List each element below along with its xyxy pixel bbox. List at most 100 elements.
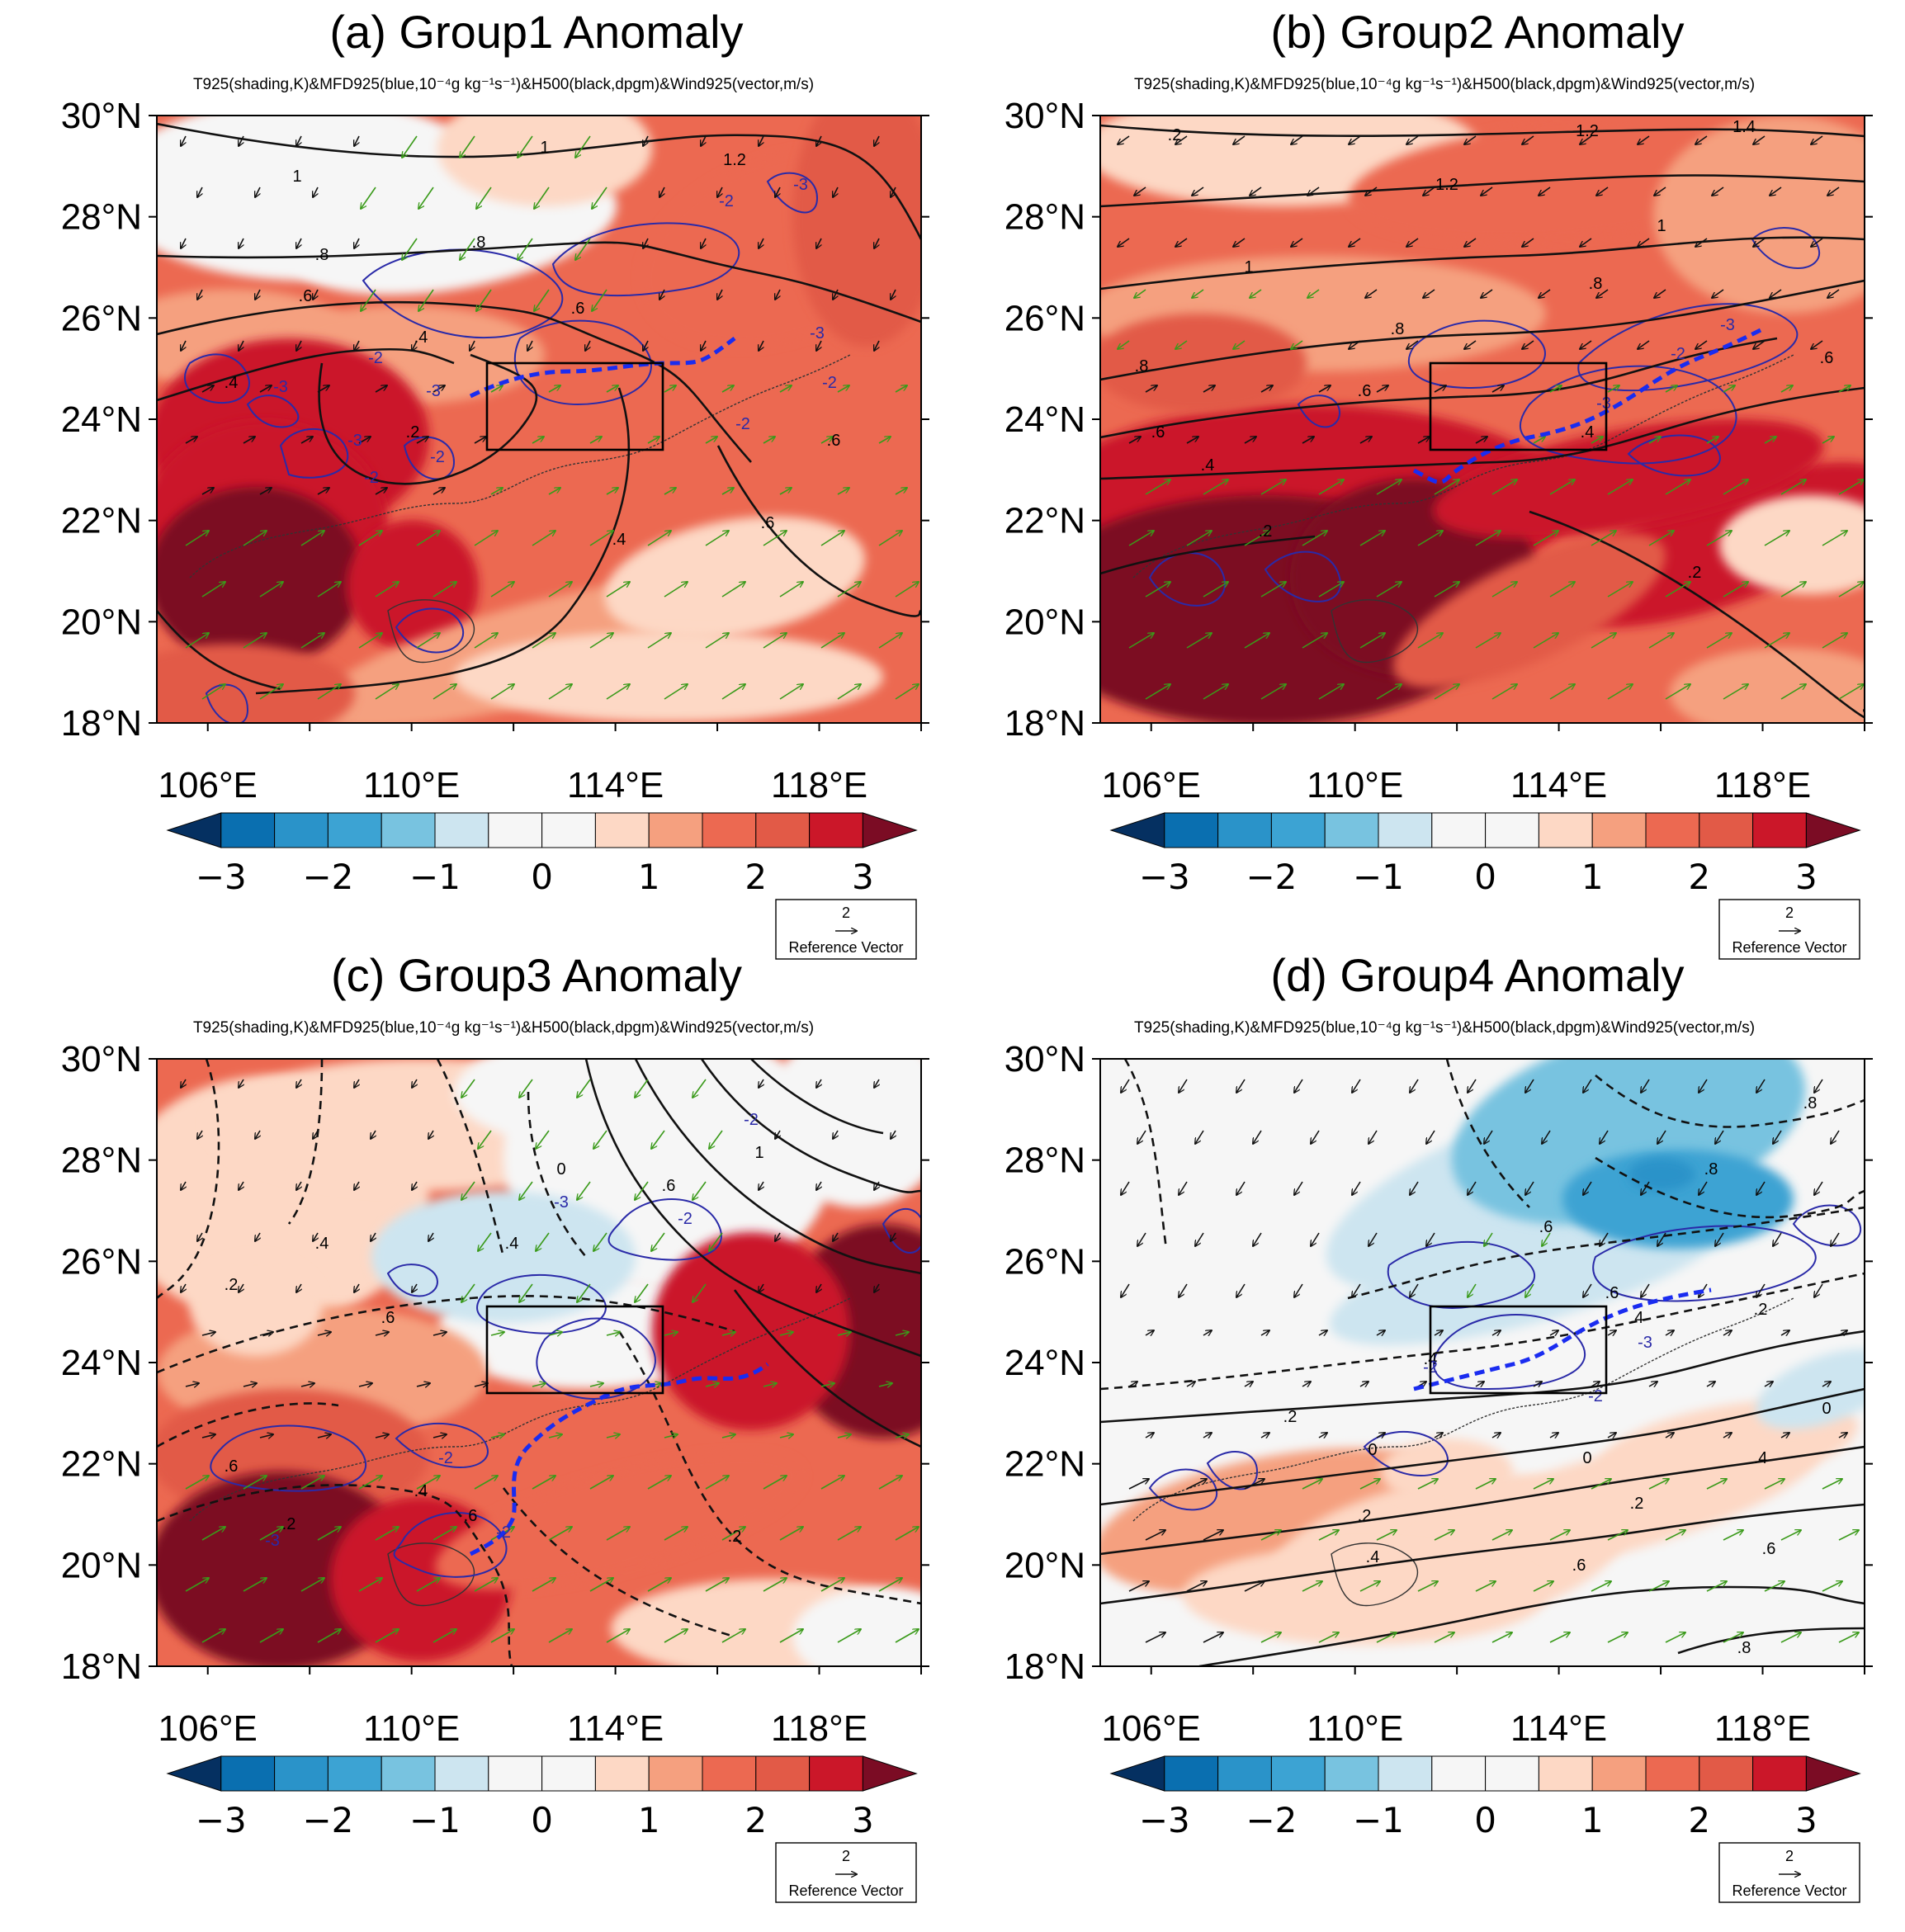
contour-label: .4 [1201, 456, 1215, 475]
colorbar-label: 2 [1688, 1800, 1710, 1840]
wind-vector [878, 1476, 902, 1490]
wind-vector [1410, 1181, 1419, 1195]
colorbar-label: 2 [745, 1800, 767, 1840]
contour-label: .8 [1135, 357, 1149, 376]
wind-vector [779, 582, 803, 598]
wind-vector [416, 1578, 440, 1592]
wind-vector [721, 684, 745, 700]
wind-vector [416, 633, 440, 649]
colorbar-label: −2 [1246, 1800, 1297, 1840]
contour-label: .8 [1737, 1639, 1751, 1657]
wind-vector [659, 289, 664, 300]
h500-contour [634, 1059, 921, 1275]
wind-vector [1583, 1079, 1592, 1093]
wind-vector [1145, 1330, 1154, 1335]
wind-vector [1468, 1283, 1477, 1297]
h500-contour [157, 1402, 339, 1448]
wind-vector [1533, 1581, 1553, 1592]
wind-vector [1838, 385, 1851, 393]
mfd-contour [766, 172, 819, 214]
shading-layer: .8.8.6.6.4.4-2-3.2-2.20 0.20.2.4.4.6.6.8 [1100, 1059, 1865, 1666]
wind-vector [1376, 1330, 1385, 1335]
wind-vector [1607, 1330, 1616, 1335]
h500-contour [1595, 1156, 1865, 1219]
h500-contour [750, 1059, 884, 1135]
wind-vector [874, 340, 879, 351]
wind-vector [775, 1232, 780, 1241]
wind-vector [701, 135, 706, 146]
wind-vector [1838, 1433, 1847, 1438]
wind-vector [1417, 633, 1443, 649]
wind-vector [763, 1383, 777, 1386]
wind-vector [1145, 385, 1157, 393]
wind-vector [1780, 582, 1806, 598]
wind-vector [181, 238, 186, 248]
wind-vector [1665, 582, 1690, 598]
wind-vector [1376, 684, 1402, 700]
colorbar-label: 3 [852, 1800, 874, 1840]
wind-vector [1410, 1079, 1419, 1093]
colorbar-label: −1 [409, 857, 461, 897]
lon-label: 118°E [771, 765, 867, 805]
wind-vector [1665, 1632, 1685, 1643]
wind-vector [239, 1079, 243, 1088]
contour-label: .4 [505, 1235, 519, 1253]
wind-vector [1811, 238, 1823, 247]
wind-vector [1549, 1632, 1570, 1643]
colorbar-segment [1645, 812, 1700, 848]
wind-vector [1291, 238, 1303, 247]
wind-vector [243, 633, 267, 649]
wind-vector [1406, 340, 1419, 349]
wind-vector [1137, 1130, 1146, 1144]
reference-vector-label: Reference Vector [1732, 939, 1846, 956]
contour-label: -2 [364, 469, 379, 487]
h500-contour [617, 1330, 921, 1605]
wind-vector [895, 1629, 919, 1643]
wind-vector [705, 1383, 719, 1386]
lon-label: 114°E [1510, 765, 1607, 805]
temperature-anomaly-patch [1381, 1438, 1513, 1505]
colorbar-label: −1 [1353, 1800, 1404, 1840]
h500-contour [584, 1059, 921, 1358]
wind-vector [1814, 1181, 1823, 1195]
wind-vector [1811, 340, 1823, 349]
mfd-contour [395, 1422, 489, 1468]
wind-vector [317, 1629, 341, 1643]
wind-vector [317, 385, 329, 393]
wind-vector [878, 531, 902, 546]
contour-label: 1 [292, 168, 301, 186]
wind-vector [647, 1476, 671, 1490]
wind-vector [647, 437, 659, 444]
wind-vector [433, 1527, 456, 1541]
wind-vector [1723, 1330, 1732, 1335]
panel-title: (c) Group3 Anomaly [331, 949, 742, 1001]
temperature-anomaly-patch [768, 1059, 921, 1207]
wind-vector [816, 1181, 821, 1190]
wind-vector [239, 340, 243, 351]
wind-vector [519, 1283, 533, 1302]
contour-label: -3 [810, 324, 825, 342]
contour-label: -3 [554, 1193, 569, 1212]
wind-vector [358, 1578, 382, 1592]
mfd-contour [1206, 1451, 1259, 1490]
wind-vector [361, 289, 376, 311]
wind-vector [1542, 1232, 1551, 1246]
h500-contour [157, 1059, 220, 1299]
contour-label: .2 [1688, 564, 1702, 582]
wind-vector [1607, 1433, 1616, 1438]
wind-vector [313, 1232, 318, 1241]
wind-vector [833, 1130, 838, 1139]
wind-vector [693, 1079, 707, 1098]
wind-vector [775, 187, 780, 197]
wind-vector [1607, 582, 1633, 598]
wind-vector [820, 437, 833, 444]
wind-vector [878, 1578, 902, 1592]
wind-vector [1525, 1079, 1534, 1093]
wind-vector [592, 289, 607, 311]
wind-vector [1291, 340, 1303, 349]
wind-vector [775, 289, 780, 300]
wind-vector [181, 340, 186, 351]
wind-vector [317, 684, 341, 700]
wind-vector [1600, 1130, 1609, 1144]
contour-label: .6 [1820, 349, 1834, 367]
